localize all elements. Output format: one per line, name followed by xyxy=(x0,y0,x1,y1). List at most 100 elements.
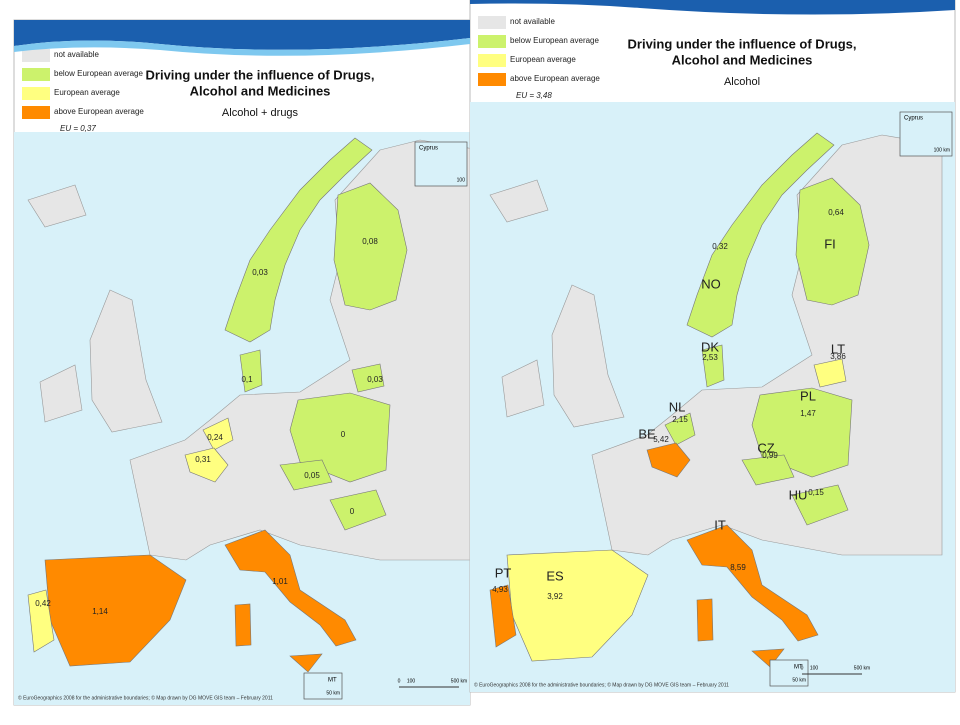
land xyxy=(27,137,470,673)
country xyxy=(686,132,835,338)
country xyxy=(202,417,234,451)
map xyxy=(14,132,470,705)
country-value: 0,99 xyxy=(762,451,778,460)
country-value: 4,93 xyxy=(492,585,508,594)
map-panel: 0,03 0,08 0,1 0,03 0 0,24 0,31 0,05 0 1,01 1,14 0,4… xyxy=(13,19,471,706)
inset-scale: 100 km xyxy=(934,147,950,153)
country-code: PT xyxy=(495,565,512,580)
country-value: 2,53 xyxy=(702,353,718,362)
country-code: FI xyxy=(824,236,836,251)
country-value: 8,59 xyxy=(730,563,746,572)
inset-frame xyxy=(414,141,468,187)
legend-label: not available xyxy=(54,50,99,59)
country-na xyxy=(551,284,625,428)
country xyxy=(224,137,373,343)
country-value: 1,01 xyxy=(272,577,288,586)
country-code: ES xyxy=(546,568,564,583)
country xyxy=(664,412,696,446)
country xyxy=(234,603,252,647)
country-value: 0,42 xyxy=(35,599,51,608)
country xyxy=(751,387,853,478)
banner xyxy=(14,20,470,50)
legend-label: below European average xyxy=(54,69,144,78)
country-value: 1,14 xyxy=(92,607,108,616)
map-subtitle: Alcohol xyxy=(724,76,760,88)
malta-label: MT xyxy=(794,665,803,671)
country xyxy=(27,589,55,653)
inset-label: Cyprus xyxy=(419,146,438,152)
scale-label: 0 xyxy=(398,678,401,684)
legend-swatch xyxy=(478,16,506,29)
country-value: 5,42 xyxy=(653,435,669,444)
legend-swatch xyxy=(22,49,50,62)
land xyxy=(489,132,943,668)
country-value: 0,05 xyxy=(304,471,320,480)
malta-frame xyxy=(769,659,809,687)
country xyxy=(351,363,385,393)
country-value: 2,15 xyxy=(672,415,688,424)
inset-label: Cyprus xyxy=(904,116,923,122)
country-value: 3,86 xyxy=(830,352,846,361)
country xyxy=(795,177,870,306)
country-code: DK xyxy=(701,339,719,354)
country xyxy=(224,529,357,647)
country-value: 0,03 xyxy=(367,375,383,384)
country-code: NO xyxy=(701,276,721,291)
country xyxy=(751,648,785,668)
legend-label: European average xyxy=(510,55,576,64)
credit: © EuroGeographics 2008 for the administr… xyxy=(474,681,729,688)
country xyxy=(791,484,849,526)
country-na xyxy=(89,289,163,433)
eu-average: EU = 3,48 xyxy=(516,91,552,100)
scale-label: 100 xyxy=(407,678,416,684)
country-code: HU xyxy=(789,487,808,502)
country-value: 0 xyxy=(350,507,355,516)
legend-label: European average xyxy=(54,88,120,97)
map xyxy=(470,102,955,692)
country xyxy=(289,392,391,483)
country xyxy=(696,598,714,642)
country-value: 0,31 xyxy=(195,455,211,464)
country-value: 3,92 xyxy=(547,592,563,601)
legend-label: below European average xyxy=(510,36,600,45)
country xyxy=(239,349,263,393)
country-value: 0,03 xyxy=(252,268,268,277)
legend-swatch xyxy=(478,54,506,67)
legend-swatch xyxy=(22,106,50,119)
credit: © EuroGeographics 2008 for the administr… xyxy=(18,694,273,701)
country-na xyxy=(501,359,545,418)
country xyxy=(646,442,691,478)
country-code: LT xyxy=(831,341,845,356)
map-panel: NO 0,32 FI 0,64 DK2,53 LT3,86 PL 1,47 NL2,15 BE5,… xyxy=(469,0,956,693)
country-code: BE xyxy=(638,426,656,441)
scale-label: 500 km xyxy=(451,678,467,684)
inset-frame xyxy=(899,111,953,157)
country xyxy=(489,584,517,648)
legend-swatch xyxy=(478,35,506,48)
map-title: Driving under the influence of Drugs, xyxy=(628,36,857,51)
malta-frame xyxy=(303,672,343,700)
eu-average: EU = 0,37 xyxy=(60,124,96,133)
country-value: 0,08 xyxy=(362,237,378,246)
legend-swatch xyxy=(22,87,50,100)
country xyxy=(289,653,323,673)
legend-label: above European average xyxy=(510,74,600,83)
country-na xyxy=(39,364,83,423)
country-code: CZ xyxy=(757,440,774,455)
legend-swatch xyxy=(22,68,50,81)
inset-scale: 100 xyxy=(457,177,466,183)
malta-scale: 50 km xyxy=(792,677,806,683)
scale-label: 0 xyxy=(801,665,804,671)
legend-swatch xyxy=(478,73,506,86)
country-value: 0,1 xyxy=(241,375,253,384)
map-title: Alcohol and Medicines xyxy=(190,83,331,98)
malta-label: MT xyxy=(328,678,337,684)
scale-label: 500 km xyxy=(854,665,870,671)
map-subtitle: Alcohol + drugs xyxy=(222,107,299,119)
map-title: Alcohol and Medicines xyxy=(672,52,813,67)
country xyxy=(279,459,333,491)
scale-label: 100 xyxy=(810,665,819,671)
country-na xyxy=(27,184,87,228)
country-na xyxy=(489,179,549,223)
